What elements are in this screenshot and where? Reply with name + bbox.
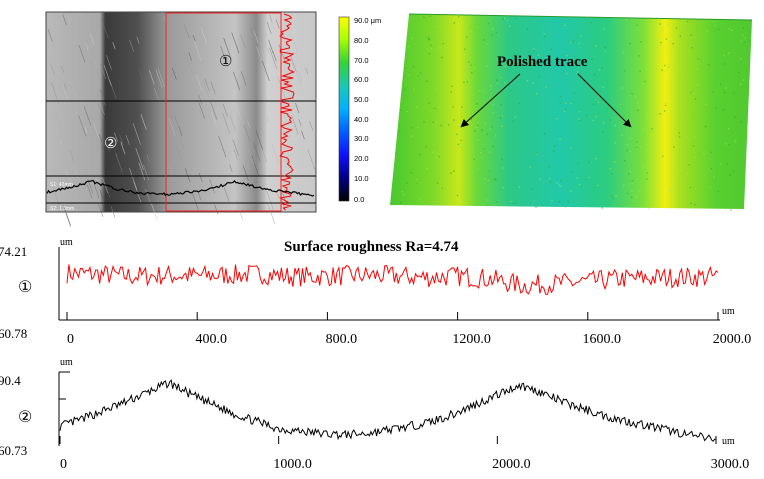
chart-2-series-line: [59, 379, 717, 442]
chart-1-y-bottom-label: 60.78: [0, 326, 27, 341]
chart-2-x-tick-label: 1000.0: [273, 457, 312, 472]
micrograph-panel: ① ② S1: 43mm S2: 1.3mm: [45, 11, 317, 228]
colorbar-tick-label: 40.0: [354, 115, 369, 124]
chart-1-x-tick-label: 1600.0: [583, 332, 622, 347]
surface-noise: [395, 15, 746, 211]
colorbar-tick-label: 30.0: [354, 134, 369, 143]
colorbar-tick-label: 10.0: [354, 174, 369, 183]
annotation-polished-trace: Polished trace: [497, 54, 588, 70]
colorbar-tick-label: 90.0 μm: [354, 16, 381, 25]
colorbar-tick-label: 50.0: [354, 95, 369, 104]
chart-1-x-tick-label: 1200.0: [452, 332, 491, 347]
colorbar: 90.0 μm 80.0 70.0 60.0 50.0 40.0 30.0 20…: [338, 16, 381, 204]
chart-2-y-bottom-label: 60.73: [0, 443, 27, 458]
chart-1-series-label: ①: [18, 279, 32, 296]
colorbar-tick-label: 0.0: [354, 195, 364, 204]
chart-2-y-unit: um: [60, 357, 73, 368]
profile-chart-1: Surface roughness Ra=4.74 74.21 60.78 ① …: [0, 237, 751, 347]
micrograph-profile-black: [46, 179, 315, 197]
surface-3d: [390, 14, 752, 209]
annotation-arrow-left: [460, 73, 521, 128]
scale-label-2: S2: 1.3mm: [50, 206, 74, 212]
chart-1-title: Surface roughness Ra=4.74: [284, 239, 459, 255]
chart-1-x-tick-label: 800.0: [326, 332, 358, 347]
annotation-arrow-right: [577, 73, 632, 128]
chart-2-series-label: ②: [18, 409, 32, 426]
surface-edge: [408, 13, 753, 21]
profile-chart-2: 90.4 60.73 ② um um 0 1000.0 2000.0 3000.0: [0, 357, 749, 472]
chart-2-x-unit: um: [722, 436, 735, 447]
colorbar-gradient: [338, 16, 350, 202]
surface-3d-panel: Polished trace: [390, 13, 753, 211]
micrograph-image: [45, 11, 317, 213]
chart-1-x-unit: um: [722, 306, 735, 317]
chart-1-y-top-label: 74.21: [0, 244, 27, 259]
chart-2-x-tick-label: 0: [60, 457, 67, 472]
micrograph-profile-red: [279, 13, 295, 211]
colorbar-tick-label: 20.0: [354, 154, 369, 163]
chart-2-y-top-label: 90.4: [0, 373, 21, 388]
chart-1-x-tick-label: 400.0: [195, 332, 227, 347]
scale-label-1: S1: 43mm: [50, 182, 73, 188]
micrograph-texture: [47, 14, 316, 228]
chart-1-series-line: [66, 264, 719, 295]
colorbar-tick-label: 60.0: [354, 75, 369, 84]
region-label-2: ②: [104, 135, 117, 152]
chart-1-x-tick-label: 2000.0: [713, 332, 752, 347]
chart-1-y-unit: um: [60, 237, 73, 248]
colorbar-tick-label: 80.0: [354, 36, 369, 45]
chart-2-x-tick-label: 2000.0: [492, 457, 531, 472]
chart-1-x-tick-label: 0: [67, 332, 74, 347]
region-label-1: ①: [219, 53, 232, 70]
colorbar-tick-label: 70.0: [354, 56, 369, 65]
chart-2-x-tick-label: 3000.0: [711, 457, 750, 472]
